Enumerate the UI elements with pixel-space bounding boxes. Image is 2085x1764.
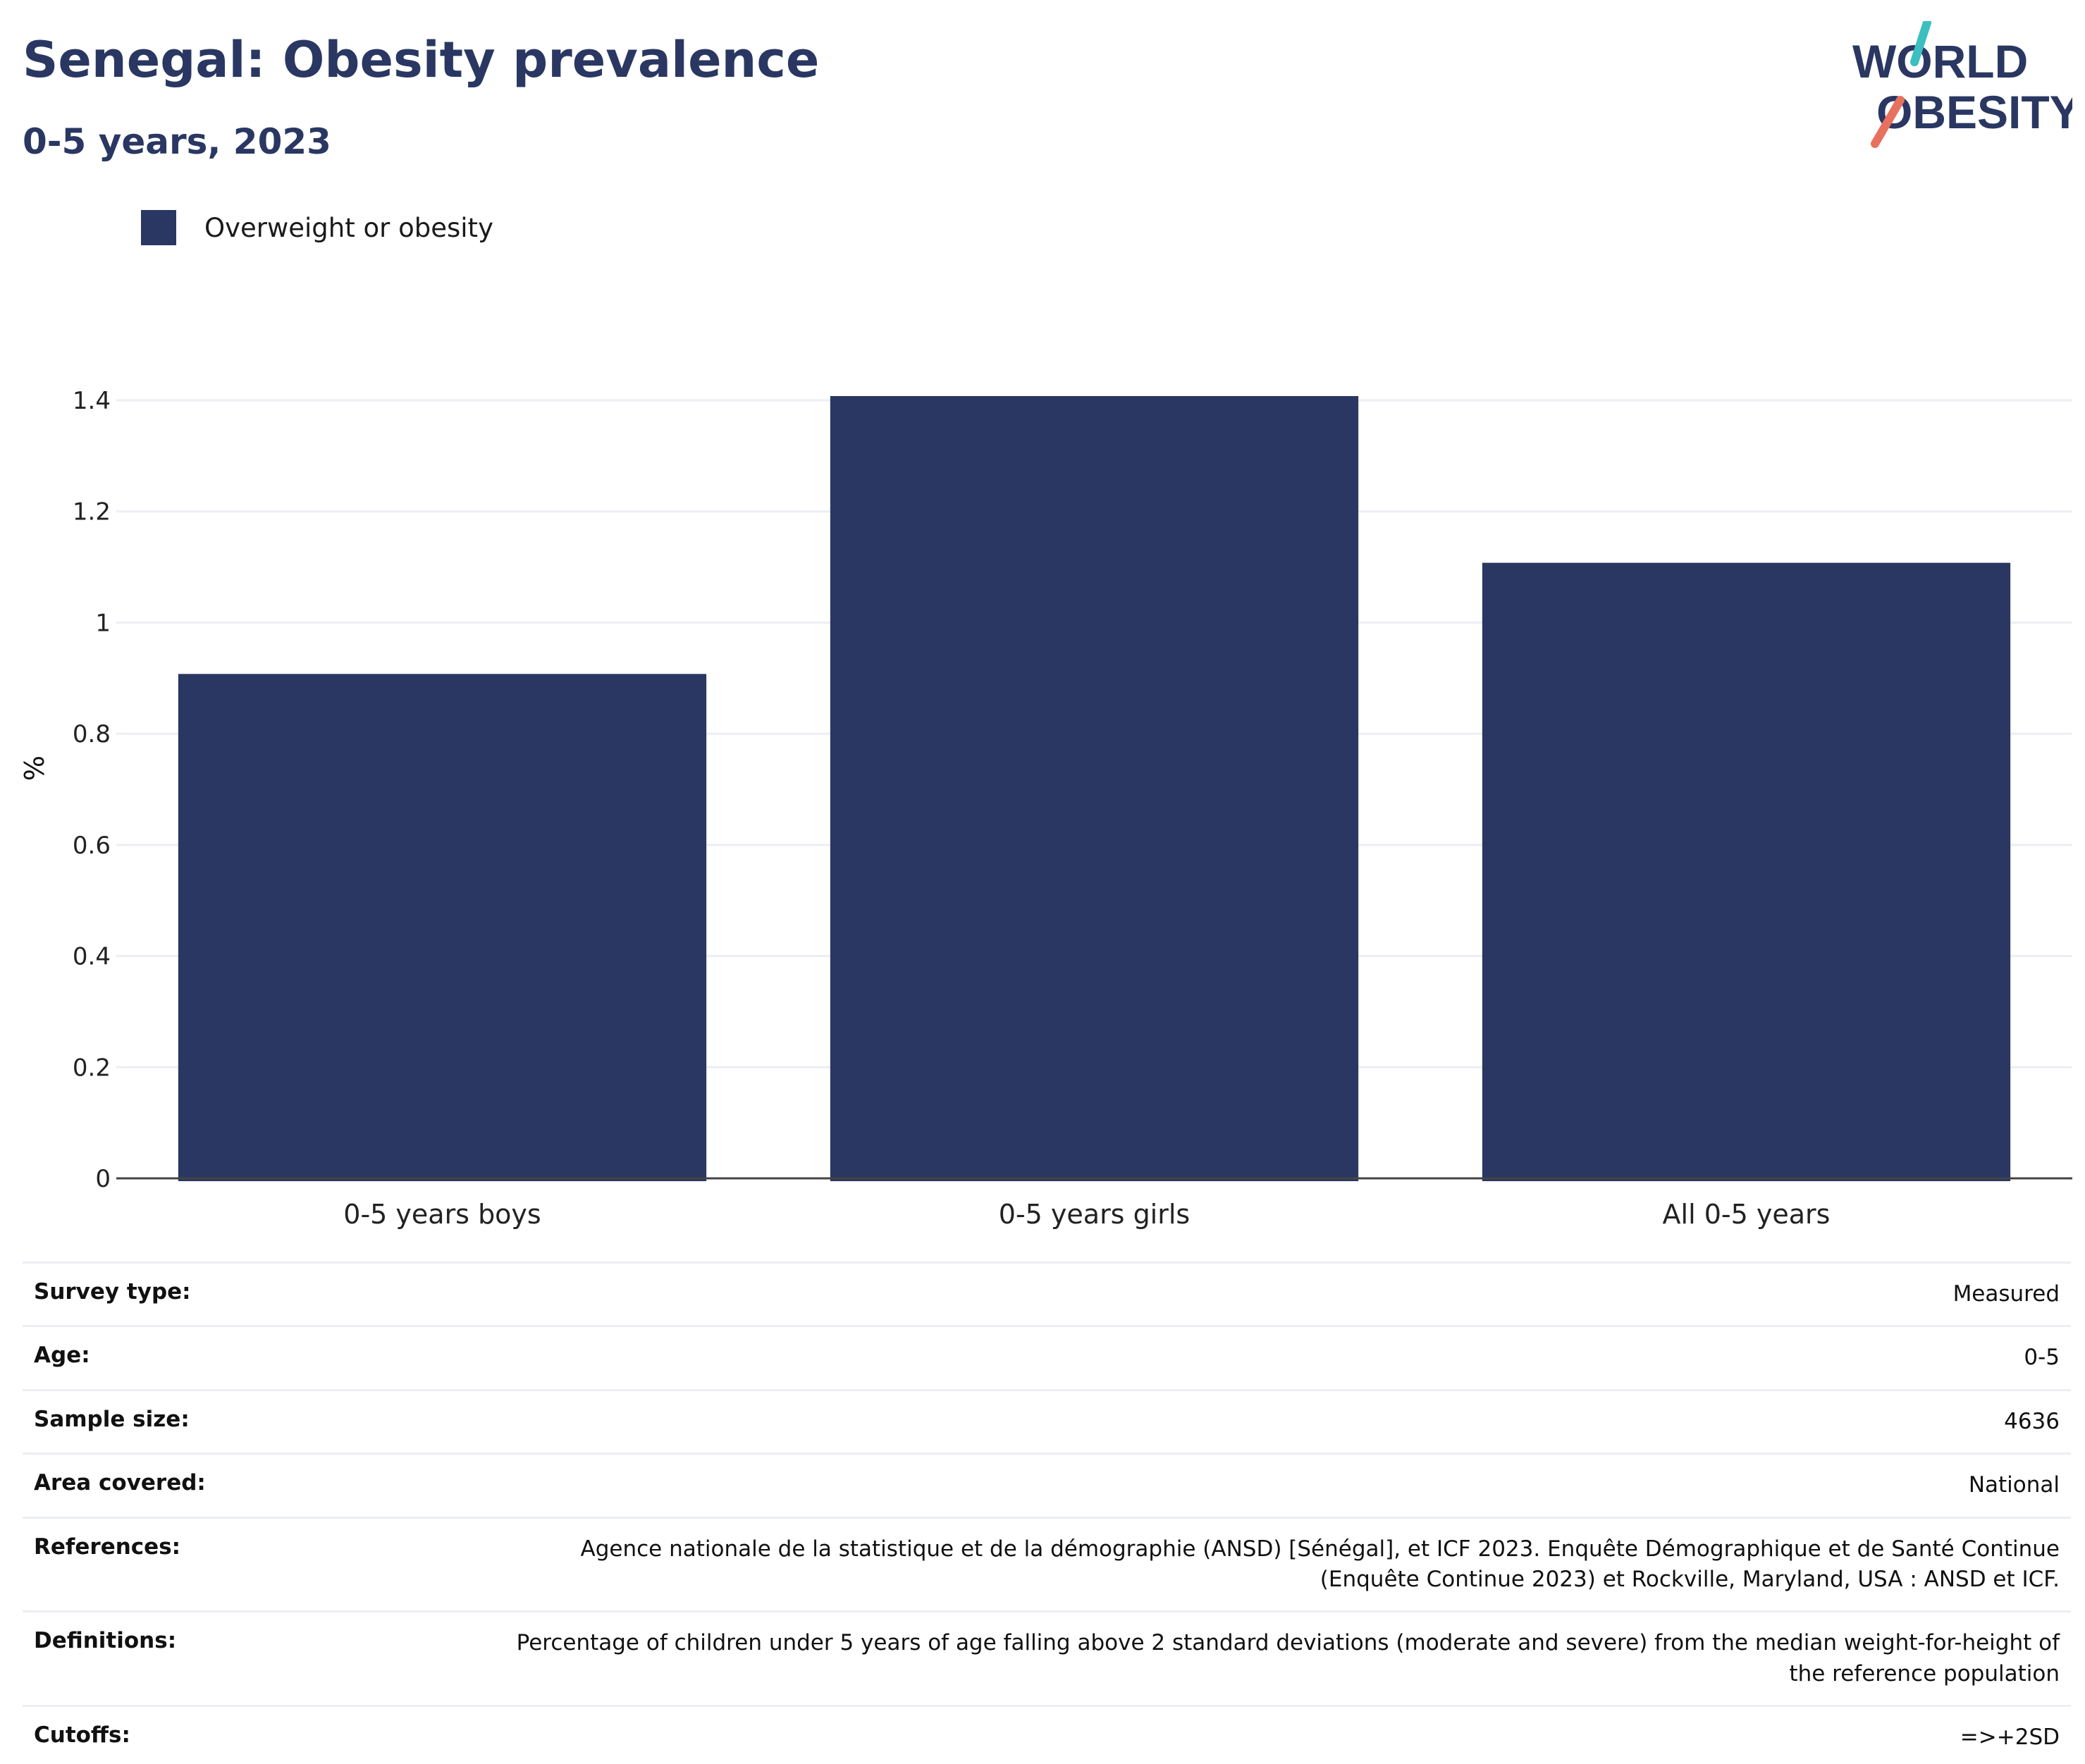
x-tick-label: 0-5 years boys — [343, 1199, 541, 1230]
y-tick-label: 1.4 — [73, 387, 111, 415]
info-key: References: — [34, 1534, 181, 1560]
y-tick-label: 1 — [95, 609, 111, 637]
y-tick-label: 1.2 — [73, 498, 111, 526]
logo-line2: OBESITY — [1876, 86, 2072, 138]
chart-subtitle: 0-5 years, 2023 — [23, 121, 331, 162]
y-tick-label: 0.8 — [73, 720, 111, 748]
legend-swatch — [141, 210, 176, 245]
info-key: Survey type: — [34, 1279, 191, 1305]
info-key: Area covered: — [34, 1470, 206, 1496]
info-key: Definitions: — [34, 1628, 177, 1654]
info-value: Measured — [1952, 1281, 2060, 1307]
info-row: Cutoffs: =>+2SD — [23, 1705, 2071, 1764]
chart-legend[interactable]: Overweight or obesity — [141, 210, 493, 245]
logo-line1: WORLD — [1852, 35, 2028, 87]
chart-title: Senegal: Obesity prevalence — [23, 31, 820, 89]
info-value: Agence nationale de la statistique et de… — [580, 1536, 2060, 1592]
world-obesity-logo: WORLD OBESITY — [1852, 21, 2072, 148]
info-value: National — [1968, 1472, 2060, 1498]
y-tick-label: 0.4 — [73, 943, 111, 971]
y-tick-labels: 0 0.2 0.4 0.6 0.8 1 1.2 1.4 — [73, 387, 111, 1193]
legend-label: Overweight or obesity — [204, 212, 493, 243]
bar[interactable] — [830, 396, 1359, 1181]
y-tick-label: 0.2 — [73, 1054, 111, 1082]
info-key: Sample size: — [34, 1406, 190, 1432]
x-tick-label: 0-5 years girls — [999, 1199, 1190, 1230]
bars — [178, 396, 2011, 1181]
logo-teal-stroke — [1910, 21, 1931, 66]
info-row: Survey type: Measured — [23, 1262, 2071, 1325]
bar[interactable] — [1482, 562, 2011, 1181]
info-table: Survey type: Measured Age: 0-5 Sample size: 4… — [23, 1262, 2071, 1764]
bar-chart: 00.20.40.60.811.21.4 0-5 years boys 0-5 y… — [19, 387, 2072, 1230]
info-value: Percentage of children under 5 years of … — [516, 1630, 2060, 1686]
info-value: 4636 — [2004, 1408, 2060, 1434]
info-row: Age: 0-5 — [23, 1325, 2071, 1388]
y-tick-label: 0 — [95, 1165, 111, 1193]
y-tick-label: 0.6 — [73, 832, 111, 860]
x-tick-labels: 0-5 years boys 0-5 years girls All 0-5 yea… — [343, 1199, 1830, 1230]
info-key: Cutoffs: — [34, 1722, 130, 1748]
info-value: 0-5 — [2024, 1345, 2060, 1371]
x-tick-label: All 0-5 years — [1663, 1199, 1831, 1230]
info-row: References: Agence nationale de la statis… — [23, 1516, 2071, 1611]
info-row: Definitions: Percentage of children under… — [23, 1610, 2071, 1705]
bar[interactable] — [178, 674, 707, 1181]
info-value: =>+2SD — [1960, 1725, 2060, 1751]
info-row: Area covered: National — [23, 1452, 2071, 1516]
info-key: Age: — [34, 1343, 90, 1369]
info-row: Sample size: 4636 — [23, 1388, 2071, 1452]
logo-coral-stroke — [1871, 96, 1905, 148]
y-axis-label: % — [19, 755, 50, 781]
